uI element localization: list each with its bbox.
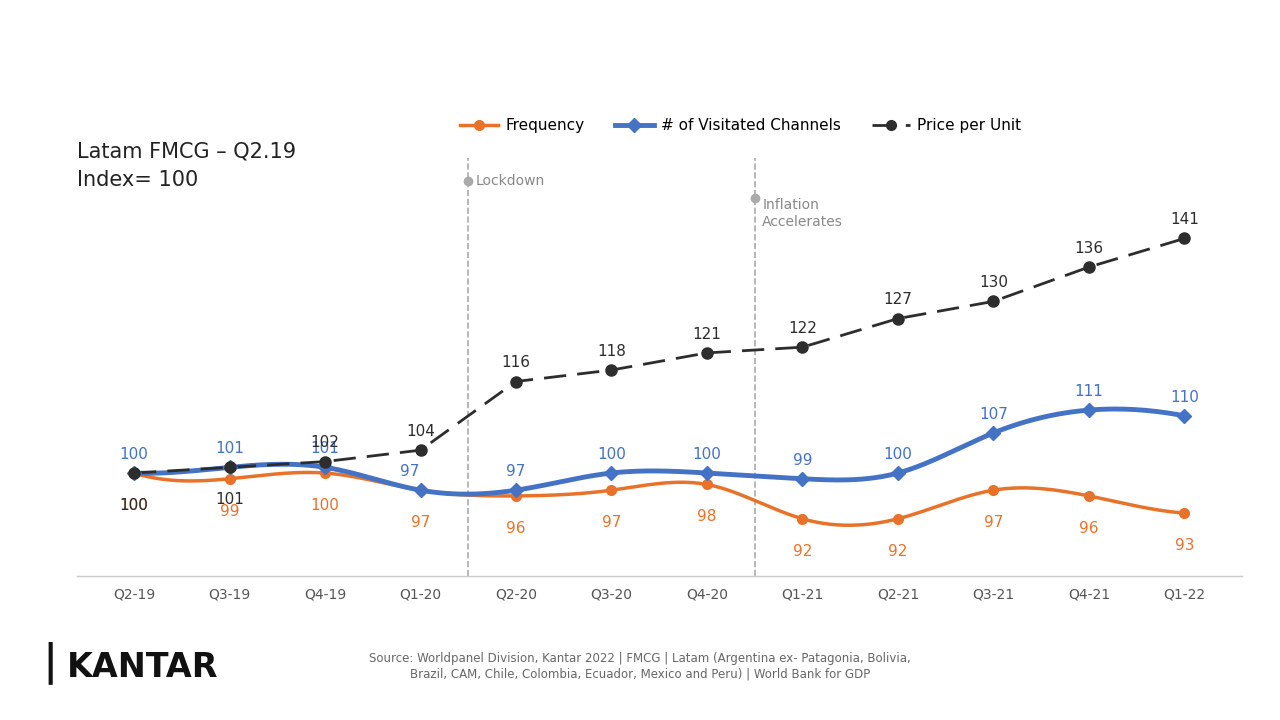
Text: 92: 92 bbox=[888, 544, 908, 559]
Text: 107: 107 bbox=[979, 407, 1007, 422]
Text: 100: 100 bbox=[119, 447, 148, 462]
Text: 100: 100 bbox=[883, 447, 913, 462]
Text: Latam FMCG – Q2.19: Latam FMCG – Q2.19 bbox=[77, 141, 296, 161]
Text: 96: 96 bbox=[1079, 521, 1098, 536]
Text: 98: 98 bbox=[698, 510, 717, 524]
Text: 100: 100 bbox=[119, 498, 148, 513]
Text: Source: Worldpanel Division, Kantar 2022 | FMCG | Latam (Argentina ex- Patagonia: Source: Worldpanel Division, Kantar 2022… bbox=[369, 652, 911, 680]
Text: 97: 97 bbox=[411, 516, 430, 530]
Text: 130: 130 bbox=[979, 275, 1007, 290]
Text: 102: 102 bbox=[311, 436, 339, 451]
Text: 100: 100 bbox=[119, 498, 148, 513]
Text: 111: 111 bbox=[1074, 384, 1103, 399]
Legend: Frequency, # of Visitated Channels, Price per Unit: Frequency, # of Visitated Channels, Pric… bbox=[453, 112, 1028, 139]
Text: 116: 116 bbox=[502, 356, 530, 370]
Text: 127: 127 bbox=[883, 292, 913, 307]
Text: Inflation
Accelerates: Inflation Accelerates bbox=[763, 199, 844, 229]
Text: 97: 97 bbox=[983, 516, 1004, 530]
Text: 99: 99 bbox=[792, 453, 813, 467]
Text: 97: 97 bbox=[602, 516, 621, 530]
Text: 96: 96 bbox=[506, 521, 526, 536]
Text: 118: 118 bbox=[596, 344, 626, 359]
Text: 122: 122 bbox=[788, 321, 817, 336]
Text: 136: 136 bbox=[1074, 241, 1103, 256]
Text: 93: 93 bbox=[1175, 538, 1194, 553]
Text: 104: 104 bbox=[406, 424, 435, 439]
Text: 121: 121 bbox=[692, 327, 722, 342]
Text: 100: 100 bbox=[692, 447, 722, 462]
Text: 110: 110 bbox=[1170, 390, 1199, 405]
Text: 97: 97 bbox=[399, 464, 419, 479]
Text: 101: 101 bbox=[215, 441, 244, 456]
Text: 97: 97 bbox=[507, 464, 526, 479]
Text: 99: 99 bbox=[220, 504, 239, 518]
Text: ▏: ▏ bbox=[49, 642, 81, 684]
Text: 100: 100 bbox=[596, 447, 626, 462]
Text: 101: 101 bbox=[311, 441, 339, 456]
Text: Lockdown: Lockdown bbox=[476, 174, 545, 189]
Text: 92: 92 bbox=[792, 544, 812, 559]
Text: 101: 101 bbox=[215, 492, 244, 508]
Text: 141: 141 bbox=[1170, 212, 1199, 228]
Text: KANTAR: KANTAR bbox=[67, 651, 218, 684]
Text: Index= 100: Index= 100 bbox=[77, 170, 198, 190]
Text: 100: 100 bbox=[311, 498, 339, 513]
